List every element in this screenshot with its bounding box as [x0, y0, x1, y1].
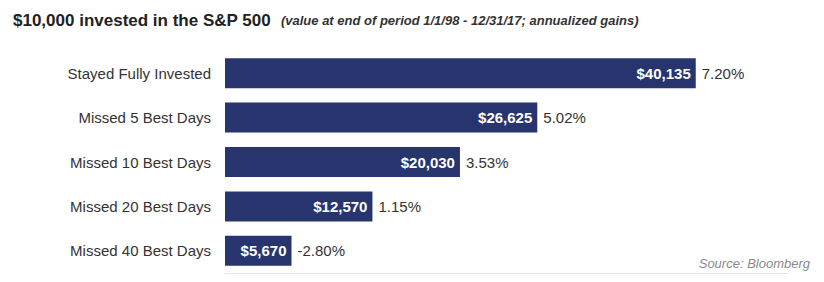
svg-text:Stayed Fully Invested: Stayed Fully Invested	[68, 65, 211, 82]
svg-text:-2.80%: -2.80%	[298, 242, 346, 259]
svg-text:1.15%: 1.15%	[378, 198, 421, 215]
svg-text:$26,625: $26,625	[478, 109, 532, 126]
svg-text:7.20%: 7.20%	[702, 65, 745, 82]
svg-text:$20,030: $20,030	[401, 154, 455, 171]
svg-text:Source: Bloomberg: Source: Bloomberg	[699, 256, 811, 271]
svg-text:$40,135: $40,135	[637, 65, 691, 82]
svg-text:$12,570: $12,570	[313, 198, 367, 215]
svg-text:5.02%: 5.02%	[543, 109, 586, 126]
svg-text:(value at end of period 1/1/98: (value at end of period 1/1/98 - 12/31/1…	[281, 13, 639, 28]
svg-text:Missed 10 Best Days: Missed 10 Best Days	[70, 154, 211, 171]
svg-text:Missed 5 Best Days: Missed 5 Best Days	[78, 109, 211, 126]
svg-text:3.53%: 3.53%	[466, 154, 509, 171]
svg-text:$10,000 invested in the S&P 50: $10,000 invested in the S&P 500	[13, 11, 271, 30]
svg-text:Missed 40 Best Days: Missed 40 Best Days	[70, 242, 211, 259]
svg-text:$5,670: $5,670	[241, 242, 287, 259]
svg-text:Missed 20 Best Days: Missed 20 Best Days	[70, 198, 211, 215]
